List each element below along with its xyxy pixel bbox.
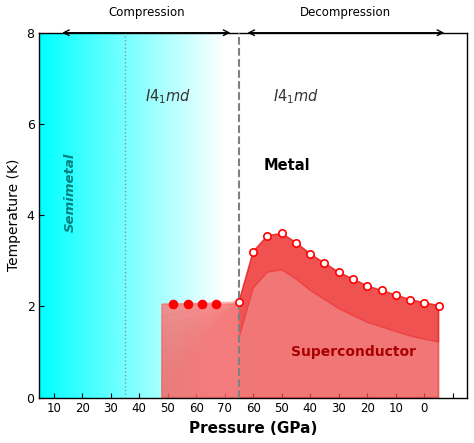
Point [235,298,243,305]
Text: Semimetal: Semimetal [64,153,77,232]
Polygon shape [162,233,438,398]
Polygon shape [162,233,438,398]
Point [420,299,428,306]
Point [364,282,371,289]
Point [349,276,357,283]
Point [335,268,343,276]
Polygon shape [162,233,438,398]
Polygon shape [162,233,438,398]
Polygon shape [162,233,438,398]
Text: Superconductor: Superconductor [291,345,416,359]
Polygon shape [239,233,438,342]
Point [292,239,300,246]
Text: Metal: Metal [264,158,311,172]
X-axis label: Pressure (GPa): Pressure (GPa) [189,421,318,436]
Point [392,291,400,299]
Text: $I4_1md$: $I4_1md$ [273,87,319,106]
Text: $I4_1md$: $I4_1md$ [145,87,191,106]
Point [198,301,206,308]
Point [264,232,271,239]
Text: Decompression: Decompression [301,6,392,19]
Point [278,230,285,237]
Polygon shape [162,233,438,398]
Point [378,287,385,294]
Polygon shape [162,233,438,398]
Y-axis label: Temperature (K): Temperature (K) [7,159,21,272]
Polygon shape [162,233,438,398]
Text: Compression: Compression [108,6,184,19]
Point [249,248,257,255]
Point [321,260,328,267]
Point [212,301,220,308]
Point [184,301,191,308]
Polygon shape [162,233,438,398]
Polygon shape [162,304,239,398]
Point [170,301,177,308]
Polygon shape [162,233,438,398]
Polygon shape [162,233,438,398]
Point [307,250,314,257]
Point [406,296,414,303]
Point [435,302,442,309]
